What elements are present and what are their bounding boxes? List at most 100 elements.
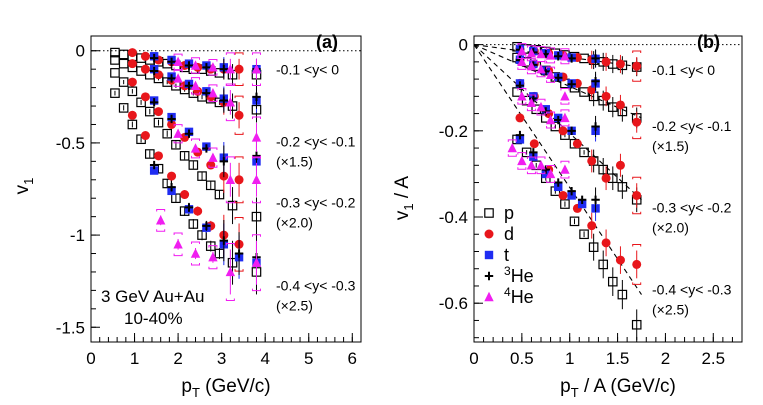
sys-bracket [560,48,570,65]
data-point-4He [517,56,527,67]
data-point-4He [251,174,262,184]
data-point-d [632,117,642,127]
sys-bracket [632,176,642,215]
data-point-d [140,131,150,141]
data-point-4He [173,73,183,83]
data-point-p [118,103,129,113]
data-point-3He [567,186,576,196]
data-point-4He [526,160,537,170]
data-point-d [154,107,163,117]
x-axis-label: pT (GeV/c) [181,376,270,400]
data-point-p [205,241,216,251]
sys-bracket [251,156,261,204]
data-point-3He [149,98,159,107]
sys-bracket [517,152,527,170]
data-point-p [127,86,138,97]
x-axis-label: pT / A (GeV/c) [560,376,676,400]
data-point-p [598,259,609,270]
sys-bracket [208,245,218,270]
data-point-p [560,199,570,209]
sys-bracket [632,50,642,82]
data-point-4He [190,60,201,70]
data-point-d [601,173,611,183]
data-point-p [598,164,609,175]
data-point-t [567,191,576,200]
data-point-t [515,135,525,144]
data-point-p [171,193,181,204]
data-point-p [110,68,120,78]
data-point-3He [591,122,600,131]
data-point-d [632,190,642,200]
data-point-d [180,190,190,200]
data-point-4He [560,51,570,61]
data-point-d [587,156,597,166]
data-point-3He [167,114,176,124]
data-point-3He [149,53,159,63]
data-point-3He [554,73,563,83]
data-point-4He [526,48,537,58]
data-point-p [118,58,129,69]
sys-bracket [517,88,527,105]
data-point-d [515,113,525,123]
data-point-4He [545,69,556,79]
sys-bracket [173,69,183,87]
data-point-d [632,61,642,71]
data-point-4He [560,91,570,101]
y-tick-label: 0 [459,36,468,55]
data-point-d [127,48,137,58]
scale-label: (×2.0) [652,220,689,236]
legend-marker-t [484,250,494,260]
scale-label: (×1.5) [276,154,313,170]
data-point-d [601,91,611,101]
data-point-d [587,85,597,95]
x-tick-label: 0 [86,349,95,368]
data-point-p [188,219,199,229]
sys-bracket [546,47,556,64]
data-point-3He [184,129,194,138]
data-point-3He [184,81,194,90]
data-point-4He [526,60,537,71]
legend-marker-4He [484,291,494,302]
legend-label: p [504,203,514,223]
data-point-p [227,257,238,268]
data-point-3He [541,165,550,174]
data-point-p [110,88,120,98]
sys-bracket [560,160,570,179]
data-point-4He [251,63,262,74]
data-point-4He [208,252,218,262]
panel-label: (a) [316,32,338,52]
data-point-4He [536,48,546,59]
data-point-3He [554,178,563,187]
rapidity-label: -0.2 <y< -0.1 [652,118,732,134]
data-point-p [617,182,628,192]
sys-bracket [560,109,570,127]
data-point-p [162,128,173,139]
sys-bracket [517,53,527,70]
data-point-d [615,160,625,170]
data-point-4He [225,97,236,107]
sys-bracket [225,83,235,122]
data-point-d [615,100,625,110]
data-point-d [127,110,137,120]
data-point-d [140,92,150,102]
data-point-3He [167,182,176,192]
sys-bracket [536,61,546,78]
data-point-d [193,206,203,216]
sys-bracket [536,156,546,175]
data-point-4He [526,97,537,108]
data-point-4He [208,87,218,98]
data-point-d [167,119,177,129]
sys-bracket [546,111,556,129]
legend-label: 3He [504,264,534,286]
rapidity-label: -0.4 <y< -0.3 [276,277,356,293]
data-point-3He [219,96,229,105]
rapidity-label: -0.1 <y< 0 [652,62,715,78]
sys-bracket [225,156,235,204]
data-point-p [550,121,561,132]
panel-label: (b) [697,32,720,52]
sys-bracket [173,124,183,144]
data-point-d [601,57,611,67]
data-point-d [154,151,163,161]
data-point-t [541,169,550,179]
scale-label: (×1.5) [652,138,689,154]
